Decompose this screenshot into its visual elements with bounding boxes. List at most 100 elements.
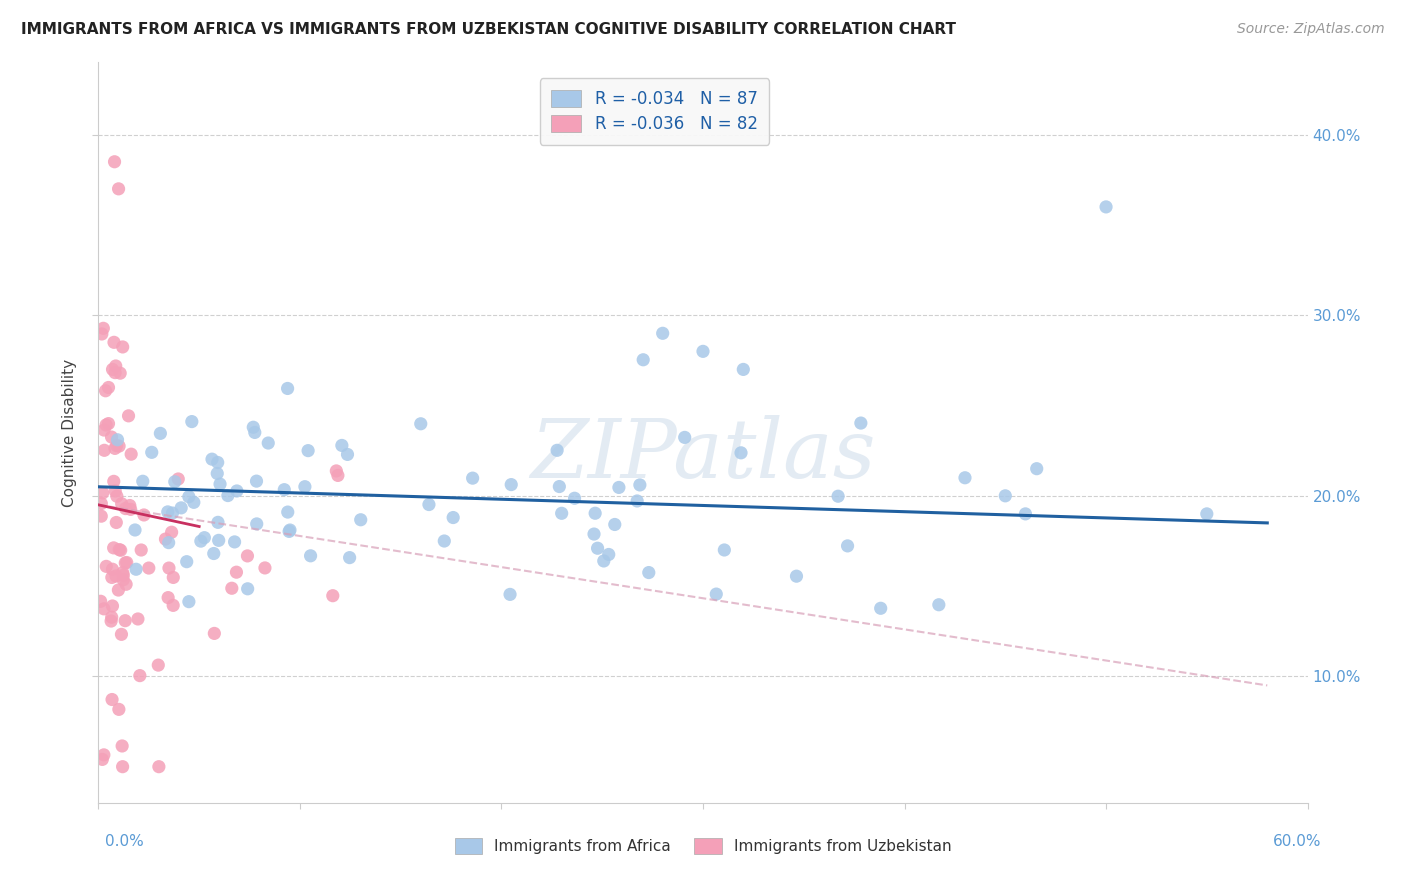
Point xyxy=(112,568,135,582)
Point xyxy=(104,442,127,456)
Point xyxy=(90,326,112,341)
Point xyxy=(100,614,122,628)
Point xyxy=(111,340,134,354)
Point xyxy=(104,366,127,380)
Point xyxy=(148,658,170,673)
Point xyxy=(132,508,155,522)
Point xyxy=(93,747,115,762)
Point xyxy=(592,554,614,568)
Text: Source: ZipAtlas.com: Source: ZipAtlas.com xyxy=(1237,22,1385,37)
Point xyxy=(93,443,115,458)
Point xyxy=(96,559,118,574)
Point xyxy=(322,589,344,603)
Point xyxy=(242,420,264,434)
Point xyxy=(208,533,231,548)
Point xyxy=(297,443,319,458)
Point xyxy=(550,506,572,520)
Point xyxy=(111,760,134,774)
Point xyxy=(827,489,849,503)
Point xyxy=(785,569,807,583)
Point xyxy=(217,489,239,503)
Point xyxy=(120,447,142,461)
Point xyxy=(101,562,124,576)
Point xyxy=(94,417,117,432)
Point xyxy=(101,570,124,584)
Point xyxy=(409,417,432,431)
Point xyxy=(628,478,651,492)
Point xyxy=(499,587,522,601)
Point xyxy=(155,532,177,546)
Point xyxy=(93,423,115,437)
Point xyxy=(598,548,620,562)
Point xyxy=(418,498,440,512)
Point xyxy=(733,362,755,376)
Point xyxy=(245,474,267,488)
Point xyxy=(183,495,205,509)
Point xyxy=(225,483,247,498)
Point xyxy=(163,475,186,489)
Point xyxy=(336,447,359,461)
Point xyxy=(607,480,630,494)
Point xyxy=(103,335,125,350)
Point xyxy=(141,445,163,459)
Point xyxy=(330,438,353,452)
Point xyxy=(94,384,117,398)
Text: 60.0%: 60.0% xyxy=(1274,834,1322,848)
Point xyxy=(294,480,316,494)
Point xyxy=(104,483,127,498)
Point xyxy=(637,566,659,580)
Point xyxy=(1195,507,1218,521)
Point xyxy=(97,417,120,431)
Point xyxy=(117,409,139,423)
Point xyxy=(704,587,727,601)
Point xyxy=(160,525,183,540)
Point xyxy=(869,601,891,615)
Point xyxy=(299,549,322,563)
Point xyxy=(100,430,122,444)
Point xyxy=(176,555,198,569)
Point xyxy=(110,627,132,641)
Point xyxy=(180,415,202,429)
Point xyxy=(278,524,301,539)
Point xyxy=(132,475,155,489)
Point xyxy=(157,591,180,605)
Point xyxy=(91,752,114,766)
Point xyxy=(90,594,112,608)
Point xyxy=(221,581,243,595)
Point xyxy=(162,570,184,584)
Point xyxy=(127,612,149,626)
Point xyxy=(156,505,179,519)
Point xyxy=(190,534,212,549)
Point xyxy=(246,516,269,531)
Point xyxy=(953,471,976,485)
Point xyxy=(673,430,696,444)
Point xyxy=(128,668,150,682)
Point xyxy=(111,497,134,511)
Point xyxy=(236,549,259,563)
Point xyxy=(104,359,127,373)
Point xyxy=(177,490,200,504)
Point xyxy=(193,531,215,545)
Point xyxy=(91,486,114,500)
Point xyxy=(103,475,125,489)
Point xyxy=(236,582,259,596)
Legend: Immigrants from Africa, Immigrants from Uzbekistan: Immigrants from Africa, Immigrants from … xyxy=(447,830,959,862)
Point xyxy=(111,739,134,753)
Point xyxy=(325,464,347,478)
Point xyxy=(101,692,124,706)
Point xyxy=(433,534,456,549)
Point xyxy=(149,426,172,441)
Point xyxy=(124,523,146,537)
Point xyxy=(118,499,141,513)
Point xyxy=(112,573,135,587)
Point xyxy=(105,439,128,453)
Point xyxy=(582,527,605,541)
Point xyxy=(103,154,125,169)
Point xyxy=(177,595,200,609)
Point xyxy=(101,599,124,613)
Point xyxy=(103,541,125,555)
Point xyxy=(209,477,232,491)
Point xyxy=(108,439,131,453)
Point xyxy=(441,510,464,524)
Point xyxy=(115,577,138,591)
